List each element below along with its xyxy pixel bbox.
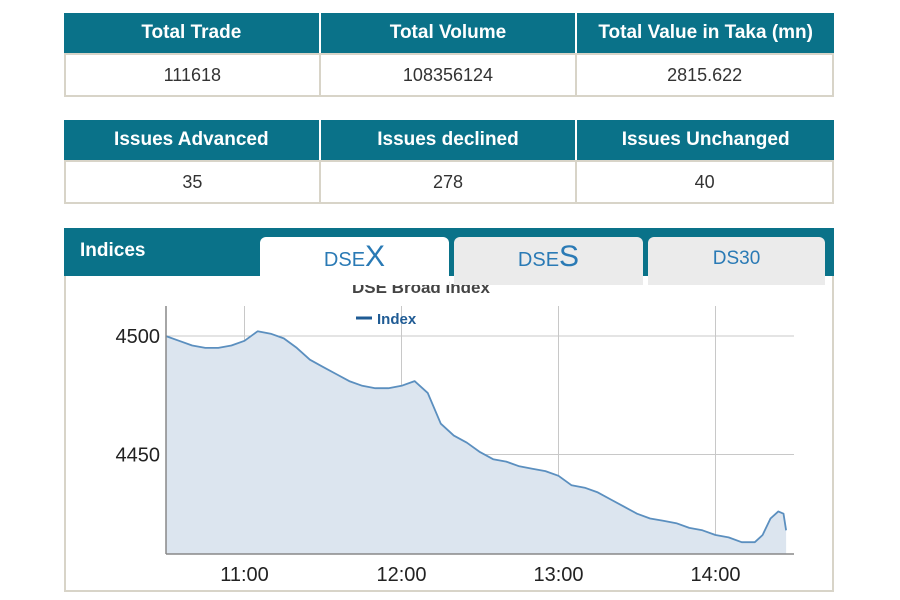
total-volume-header: Total Volume <box>320 13 578 53</box>
x-tick-label: 11:00 <box>220 564 269 586</box>
trade-summary-table: Total Trade Total Volume Total Value in … <box>64 13 834 97</box>
y-tick-label: 4500 <box>116 326 161 348</box>
tab-ds30-label: DS30 <box>712 248 761 269</box>
issues-unchanged-value: 40 <box>577 160 834 204</box>
total-value-value: 2815.622 <box>577 53 834 97</box>
legend-label: Index <box>377 311 417 328</box>
issues-declined-value: 278 <box>320 160 578 204</box>
tab-dsex[interactable]: DSEX <box>260 237 449 285</box>
total-volume-value: 108356124 <box>320 53 578 97</box>
index-area-fill <box>166 331 787 554</box>
indices-panel: Indices 4450 4500 11:00 12:00 13:00 14:00 DSE … <box>64 228 834 592</box>
y-tick-label: 4450 <box>116 445 161 467</box>
indices-title: Indices <box>80 240 146 261</box>
tab-dses[interactable]: DSES <box>454 237 643 285</box>
tab-dses-suffix: S <box>559 240 580 273</box>
x-tick-label: 14:00 <box>690 564 740 586</box>
tab-dsex-prefix: DSE <box>323 249 366 271</box>
x-tick-label: 13:00 <box>533 564 583 586</box>
index-series-line <box>165 330 787 544</box>
issues-declined-header: Issues declined <box>320 120 578 160</box>
tab-ds30[interactable]: DS30 <box>648 237 825 285</box>
issues-table: Issues Advanced Issues declined Issues U… <box>64 120 834 204</box>
issues-advanced-header: Issues Advanced <box>64 120 321 160</box>
total-value-header: Total Value in Taka (mn) <box>577 13 834 53</box>
issues-advanced-value: 35 <box>64 160 321 204</box>
tab-dses-prefix: DSE <box>517 249 560 271</box>
x-tick-label: 12:00 <box>376 564 426 586</box>
issues-unchanged-header: Issues Unchanged <box>577 120 834 160</box>
total-trade-value: 111618 <box>64 53 321 97</box>
tab-dsex-suffix: X <box>365 240 386 273</box>
chart-container: 4450 4500 11:00 12:00 13:00 14:00 DSE Broad In… <box>64 276 834 592</box>
total-trade-header: Total Trade <box>64 13 321 53</box>
